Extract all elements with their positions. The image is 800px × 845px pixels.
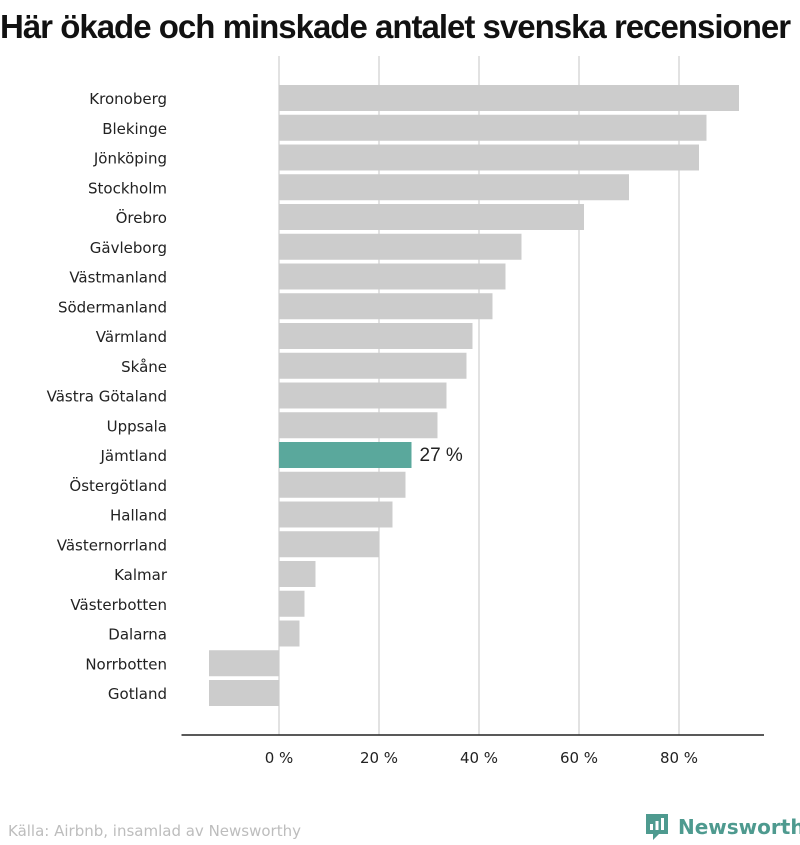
bar (279, 114, 707, 141)
bar (279, 561, 316, 587)
category-label: Gotland (108, 685, 167, 703)
bar (279, 352, 467, 379)
category-label: Skåne (121, 358, 167, 376)
bar (279, 174, 629, 201)
brand-name: Newsworthy (678, 815, 800, 839)
category-label: Halland (110, 507, 167, 525)
category-label: Dalarna (108, 626, 167, 644)
category-label: Västra Götaland (47, 388, 167, 406)
category-label: Västerbotten (70, 596, 167, 614)
bar (279, 590, 305, 617)
bar (279, 204, 584, 230)
bar (279, 85, 739, 111)
x-tick-label: 40 % (460, 749, 498, 767)
category-label: Jämtland (100, 447, 168, 465)
category-label: Kronoberg (89, 90, 167, 108)
category-label: Värmland (96, 328, 167, 346)
bar (279, 412, 438, 439)
newsworthy-logo-icon (646, 814, 668, 840)
highlight-value-label: 27 % (420, 445, 463, 466)
bar (279, 233, 522, 260)
category-label: Västmanland (69, 269, 167, 287)
category-label: Gävleborg (90, 239, 167, 257)
bar (209, 680, 279, 706)
category-label: Jönköping (93, 150, 167, 168)
category-label: Norrbotten (85, 655, 167, 673)
bar (279, 382, 447, 409)
x-tick-label: 0 % (265, 749, 294, 767)
category-label: Östergötland (69, 476, 167, 495)
source-note: Källa: Airbnb, insamlad av Newsworthy (8, 822, 301, 840)
bar (209, 650, 279, 677)
bar (279, 501, 393, 528)
bar (279, 144, 699, 171)
category-label: Örebro (116, 208, 167, 227)
bar (279, 531, 379, 558)
chart-title: Här ökade och minskade antalet svenska r… (0, 8, 791, 45)
bar (279, 293, 493, 320)
bar (279, 620, 300, 647)
x-tick-label: 80 % (660, 749, 698, 767)
category-label: Blekinge (102, 120, 167, 138)
category-label: Södermanland (58, 298, 167, 316)
bar (279, 323, 473, 349)
category-label: Uppsala (107, 417, 167, 435)
bar (279, 442, 412, 468)
category-label: Kalmar (114, 566, 168, 584)
bar (279, 263, 506, 290)
category-label: Västernorrland (57, 536, 167, 554)
category-label: Stockholm (88, 179, 167, 197)
x-tick-label: 60 % (560, 749, 598, 767)
bar (279, 471, 406, 498)
x-tick-label: 20 % (360, 749, 398, 767)
brand-logo: Newsworthy (644, 812, 800, 842)
